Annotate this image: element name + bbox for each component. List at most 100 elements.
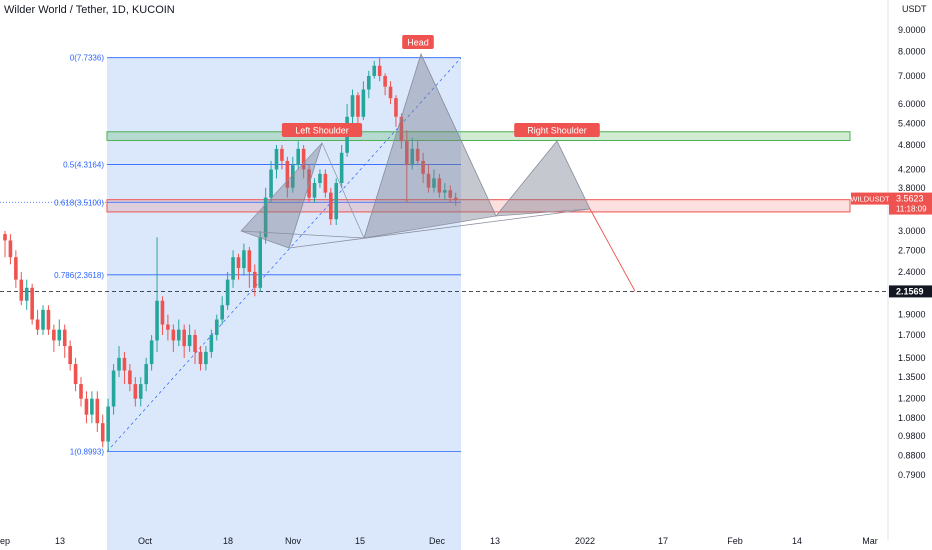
- candle-body[interactable]: [236, 257, 241, 269]
- time-tick: 13: [490, 536, 500, 546]
- candle-body[interactable]: [187, 334, 192, 347]
- candle-body[interactable]: [204, 351, 208, 365]
- candle-body[interactable]: [448, 190, 453, 198]
- candle-body[interactable]: [372, 65, 377, 76]
- candle-body[interactable]: [117, 357, 121, 371]
- candle-body[interactable]: [90, 398, 94, 415]
- candle-body[interactable]: [453, 197, 458, 200]
- candle-body[interactable]: [100, 423, 105, 442]
- candle-body[interactable]: [35, 319, 40, 330]
- price-tick: 0.9800: [898, 431, 926, 441]
- last-price-bg[interactable]: [889, 192, 932, 215]
- candle-body[interactable]: [171, 329, 176, 341]
- target-projection-line[interactable]: [589, 208, 636, 292]
- candle-body[interactable]: [258, 237, 263, 288]
- candle-body[interactable]: [280, 148, 284, 161]
- candle-body[interactable]: [410, 148, 415, 166]
- fib-label-0: 0(7.7336): [70, 54, 105, 63]
- candle-body[interactable]: [220, 305, 224, 320]
- candle-body[interactable]: [247, 250, 252, 272]
- candle-body[interactable]: [52, 329, 56, 341]
- candle-body[interactable]: [269, 169, 273, 198]
- candle-body[interactable]: [84, 398, 89, 415]
- candle-body[interactable]: [252, 271, 257, 288]
- candle-body[interactable]: [421, 160, 425, 174]
- candle-body[interactable]: [111, 370, 116, 407]
- candle-body[interactable]: [133, 384, 138, 399]
- candle-body[interactable]: [285, 160, 290, 188]
- candle-body[interactable]: [231, 257, 235, 280]
- fib-trend-line[interactable]: [106, 57, 462, 452]
- candle-body[interactable]: [415, 148, 420, 161]
- candle-body[interactable]: [367, 75, 371, 90]
- candle-body[interactable]: [242, 250, 246, 269]
- candle-body[interactable]: [176, 329, 181, 341]
- candle-body[interactable]: [377, 65, 382, 76]
- candle-body[interactable]: [193, 334, 197, 352]
- candle-body[interactable]: [144, 364, 148, 385]
- candle-body[interactable]: [437, 178, 442, 193]
- neckline-zone[interactable]: [106, 199, 851, 213]
- candle-body[interactable]: [8, 240, 13, 258]
- candle-body[interactable]: [405, 141, 409, 166]
- candle-body[interactable]: [155, 300, 159, 341]
- price-tick: 1.7000: [898, 330, 926, 340]
- left-shoulder-label: Left Shoulder: [295, 126, 349, 136]
- fib-label-0.786: 0.786(2.3618): [54, 271, 104, 280]
- candle-body[interactable]: [209, 334, 214, 352]
- candle-body[interactable]: [301, 148, 306, 170]
- candle-body[interactable]: [350, 95, 355, 117]
- candle-body[interactable]: [443, 190, 447, 193]
- candle-body[interactable]: [339, 152, 344, 184]
- candle-body[interactable]: [95, 398, 100, 424]
- candle-body[interactable]: [62, 329, 67, 347]
- candle-body[interactable]: [225, 279, 230, 306]
- candle-body[interactable]: [41, 309, 45, 330]
- right-shoulder-shape[interactable]: [495, 140, 591, 217]
- candle-body[interactable]: [182, 329, 186, 347]
- candle-body[interactable]: [198, 351, 203, 365]
- candle-body[interactable]: [14, 257, 18, 280]
- candle-body[interactable]: [274, 148, 279, 170]
- candle-body[interactable]: [30, 287, 34, 320]
- candle-body[interactable]: [57, 329, 62, 341]
- candle-body[interactable]: [106, 406, 110, 442]
- candle-body[interactable]: [79, 384, 83, 399]
- candle-body[interactable]: [383, 75, 387, 87]
- candle-body[interactable]: [334, 183, 339, 220]
- candle-body[interactable]: [19, 279, 24, 301]
- candle-body[interactable]: [46, 309, 51, 330]
- fib-label-0.5: 0.5(4.3164): [63, 160, 104, 169]
- candle-body[interactable]: [329, 192, 333, 220]
- candle-body[interactable]: [388, 86, 393, 99]
- candle-body[interactable]: [166, 324, 170, 330]
- resistance-zone[interactable]: [106, 131, 851, 141]
- price-tick: 1.9000: [898, 310, 926, 320]
- candle-body[interactable]: [263, 197, 268, 238]
- candle-body[interactable]: [128, 370, 132, 385]
- candle-body[interactable]: [3, 234, 7, 241]
- candle-body[interactable]: [24, 287, 29, 301]
- candle-body[interactable]: [290, 165, 295, 188]
- candle-body[interactable]: [394, 98, 398, 117]
- candle-body[interactable]: [318, 173, 322, 184]
- neckline[interactable]: [288, 208, 591, 249]
- candle-body[interactable]: [73, 364, 78, 385]
- candle-body[interactable]: [68, 346, 72, 365]
- candle-body[interactable]: [323, 173, 328, 193]
- candle-body[interactable]: [149, 340, 154, 365]
- candle-body[interactable]: [312, 183, 317, 198]
- candle-body[interactable]: [432, 178, 436, 188]
- candle-body[interactable]: [399, 116, 404, 142]
- candle-body[interactable]: [361, 89, 366, 117]
- price-tick: 3.8000: [898, 183, 926, 193]
- candle-body[interactable]: [426, 173, 431, 188]
- candle-body[interactable]: [296, 148, 301, 166]
- candle-body[interactable]: [214, 319, 219, 335]
- candle-body[interactable]: [356, 95, 360, 117]
- candle-body[interactable]: [122, 357, 127, 371]
- chart-title: Wilder World / Tether, 1D, KUCOIN: [4, 4, 175, 16]
- candle-body[interactable]: [138, 384, 143, 399]
- candle-body[interactable]: [160, 300, 165, 325]
